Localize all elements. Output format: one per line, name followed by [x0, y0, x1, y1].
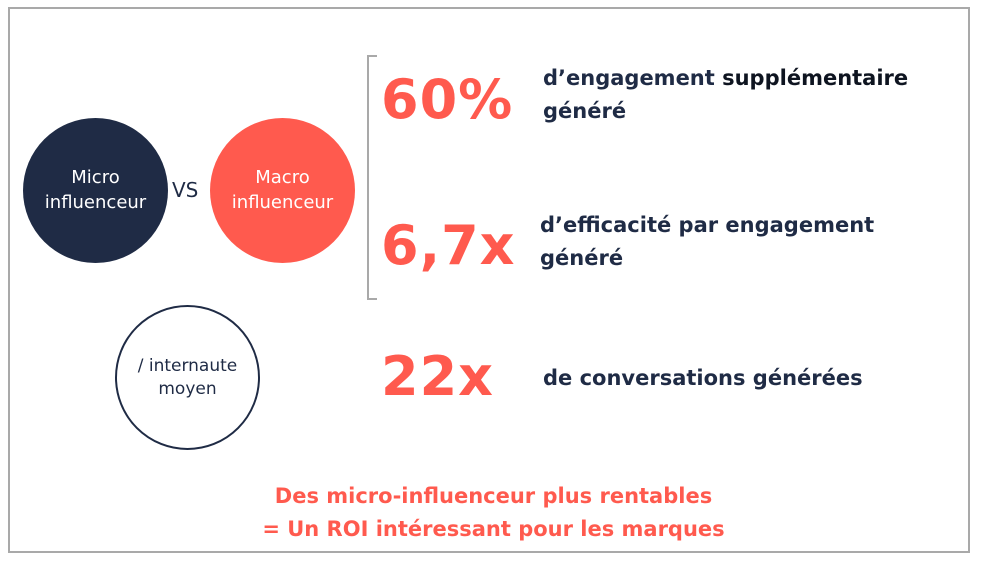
stat-desc-efficiency-line2: généré — [540, 245, 624, 270]
stat-value-efficiency: 6,7x — [381, 214, 516, 277]
stat-desc-conversations-line1: de conversations générées — [543, 366, 863, 390]
stat-desc-engagement-part2: supplémentaire — [722, 66, 909, 90]
macro-label-line1: Macro — [255, 167, 310, 189]
internaute-label-line2: moyen — [158, 378, 217, 399]
micro-label-line2: influenceur — [44, 191, 147, 213]
conclusion-text: Des micro-influenceur plus rentables = U… — [0, 480, 987, 545]
stat-desc-efficiency: d’efficacité par engagement généré — [540, 209, 874, 274]
stat-value-conversations: 22x — [381, 345, 494, 408]
stat-desc-engagement-line2: généré — [543, 98, 627, 123]
micro-influencer-circle: Micro influenceur — [23, 118, 168, 263]
slide-frame — [8, 7, 970, 553]
stat-desc-efficiency-line1: d’efficacité par engagement — [540, 213, 875, 237]
conclusion-line1: Des micro-influenceur plus rentables — [274, 484, 713, 508]
vs-label: VS — [172, 178, 199, 202]
macro-label-line2: influenceur — [231, 191, 334, 213]
micro-label-line1: Micro — [71, 167, 120, 189]
conclusion-line2: = Un ROI intéressant pour les marques — [262, 516, 725, 541]
stat-value-engagement: 60% — [381, 68, 514, 131]
macro-influencer-circle: Macro influenceur — [210, 118, 355, 263]
stat-desc-engagement-part1: d’engagement — [543, 66, 723, 90]
bracket-divider — [367, 55, 377, 300]
internaute-label-line1: / internaute — [137, 355, 238, 376]
average-user-circle: / internaute moyen — [115, 305, 260, 450]
stat-desc-engagement: d’engagement supplémentaire généré — [543, 62, 908, 127]
stat-desc-conversations: de conversations générées — [543, 362, 863, 395]
